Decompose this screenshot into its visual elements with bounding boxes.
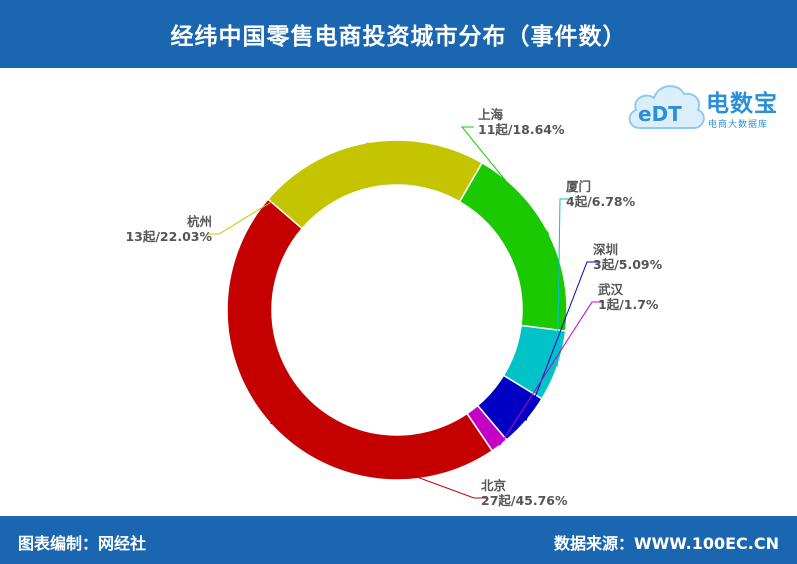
slice-value-label: 11起/18.64% xyxy=(478,122,565,137)
slice-上海[interactable] xyxy=(458,161,568,332)
slice-北京[interactable] xyxy=(226,198,494,481)
footer-bar: 图表编制：网经社 数据来源：WWW.100EC.CN xyxy=(0,516,797,564)
footer-source: 数据来源：WWW.100EC.CN xyxy=(553,534,779,553)
leader-line-北京 xyxy=(269,422,486,499)
cloud-logo-icon: eDT xyxy=(628,85,705,129)
slice-name-label: 深圳 xyxy=(593,242,618,257)
slice-value-label: 3起/5.09% xyxy=(593,257,663,272)
slice-value-label: 13起/22.03% xyxy=(125,229,212,244)
logo-name: 电数宝 xyxy=(706,91,778,117)
slice-name-label: 上海 xyxy=(478,107,504,122)
title-bar: 经纬中国零售电商投资城市分布（事件数） xyxy=(0,0,797,68)
logo-subtitle: 电商大数据库 xyxy=(708,120,769,130)
leader-line-上海 xyxy=(460,126,550,235)
slice-value-label: 1起/1.7% xyxy=(598,297,659,312)
slice-name-label: 杭州 xyxy=(187,214,212,229)
slice-name-label: 厦门 xyxy=(566,179,591,194)
leader-line-深圳 xyxy=(525,261,599,421)
slice-name-label: 武汉 xyxy=(598,282,624,297)
leader-line-杭州 xyxy=(207,141,369,235)
footer-compiler: 图表编制：网经社 xyxy=(18,534,147,553)
chart-title: 经纬中国零售电商投资城市分布（事件数） xyxy=(170,24,627,50)
logo-mark: eDT xyxy=(638,102,682,126)
slice-value-label: 4起/6.78% xyxy=(566,194,636,209)
leader-line-武汉 xyxy=(499,301,604,446)
leader-line-厦门 xyxy=(556,198,572,367)
slice-name-label: 北京 xyxy=(481,478,507,493)
slice-杭州[interactable] xyxy=(267,139,484,230)
slice-value-label: 27起/45.76% xyxy=(481,493,568,508)
